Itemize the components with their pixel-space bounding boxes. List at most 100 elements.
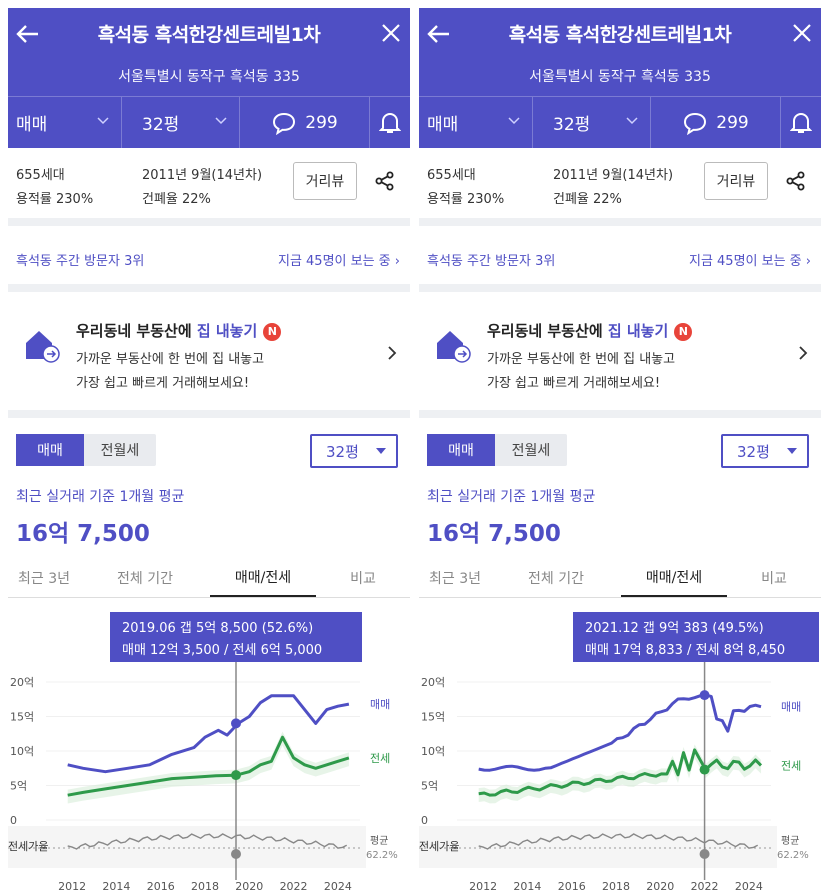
- visitor-rank: 흑석동 주간 방문자 3위: [427, 254, 556, 269]
- ratio-marker: [699, 849, 710, 859]
- y-tick-label: 5억: [421, 780, 438, 793]
- alert-button[interactable]: [370, 97, 410, 148]
- size-label: 32평: [142, 115, 180, 135]
- jeonse-marker: [231, 770, 241, 781]
- promo-title: 우리동네 부동산에 집 내놓기 N: [76, 320, 282, 341]
- jeonse-range-band: [478, 744, 762, 804]
- comment-icon: [273, 112, 296, 135]
- tooltip-line-2: 매매 17억 8,833 / 전세 8억 8,450: [585, 643, 785, 658]
- tab-recent-3y[interactable]: 최근 3년: [18, 570, 70, 587]
- toggle-sale[interactable]: 매매: [16, 434, 84, 466]
- tooltip-box: [110, 612, 362, 662]
- comment-icon: [684, 112, 707, 135]
- listing-promo-banner[interactable]: 우리동네 부동산에 집 내놓기 N 가까운 부동산에 한 번에 집 내놓고 가장 …: [8, 292, 410, 418]
- chevron-right-icon: ›: [394, 254, 400, 269]
- deal-type-toggle: 매매 전월세: [16, 434, 156, 466]
- x-tick-label: 2018: [191, 880, 219, 893]
- size-dropdown-value: 32평: [737, 442, 770, 461]
- households: 655세대: [16, 168, 65, 183]
- bell-icon: [790, 112, 812, 133]
- series-label-sale: 매매: [370, 698, 390, 711]
- chevron-down-icon: [508, 117, 520, 125]
- size-select[interactable]: 32평: [533, 97, 651, 148]
- share-icon[interactable]: [785, 170, 807, 192]
- households: 655세대: [427, 168, 476, 183]
- promo-desc-2: 가장 쉽고 빠르게 거래해보세요!: [76, 376, 250, 391]
- tab-compare[interactable]: 비교: [761, 570, 787, 587]
- series-label-jeonse: 전세: [370, 752, 390, 765]
- road-view-button[interactable]: 거리뷰: [293, 162, 357, 200]
- live-viewers: 지금 45명이 보는 중 ›: [689, 250, 811, 269]
- average-label: 최근 실거래 기준 1개월 평균: [427, 489, 596, 505]
- average-price: 16억 7,500: [16, 521, 150, 547]
- jeonse-range-band: [67, 731, 349, 804]
- ratio-marker: [231, 849, 241, 859]
- chevron-right-icon: [388, 346, 397, 360]
- header-toolbar: 매매 32평 299: [8, 96, 410, 148]
- live-viewers: 지금 45명이 보는 중 ›: [278, 250, 400, 269]
- size-select[interactable]: 32평: [122, 97, 240, 148]
- ratio-avg-label: 평균: [370, 835, 388, 847]
- tooltip-line-1: 2019.06 갭 5억 8,500 (52.6%): [122, 621, 313, 636]
- tab-sale-jeonse[interactable]: 매매/전세: [621, 558, 727, 597]
- y-tick-label: 0: [421, 814, 428, 827]
- ratio-label: 전세가율: [8, 840, 48, 853]
- header-toolbar: 매매 32평 299: [419, 96, 821, 148]
- trade-type-select[interactable]: 매매: [8, 97, 122, 148]
- x-tick-label: 2016: [147, 880, 175, 893]
- toggle-rent[interactable]: 전월세: [100, 443, 140, 459]
- size-label: 32평: [553, 115, 591, 135]
- x-tick-label: 2012: [469, 880, 497, 893]
- x-tick-label: 2018: [602, 880, 630, 893]
- tab-sale-jeonse[interactable]: 매매/전세: [210, 558, 316, 597]
- close-icon[interactable]: [789, 20, 815, 46]
- app-header: 흑석동 흑석한강센트레빌1차 서울특별시 동작구 흑석동 335 매매 32평 …: [419, 8, 821, 148]
- trade-type-label: 매매: [427, 115, 459, 135]
- deal-type-toggle: 매매 전월세: [427, 434, 567, 466]
- tab-compare[interactable]: 비교: [350, 570, 376, 587]
- price-chart[interactable]: 20억 15억 10억 5억 0 2012 2014 2016 2018 2020 2022 2024…: [419, 608, 821, 896]
- visitor-bar[interactable]: 흑석동 주간 방문자 3위 지금 45명이 보는 중 ›: [419, 226, 821, 292]
- comment-count: 299: [716, 112, 749, 133]
- series-label-jeonse: 전세: [781, 759, 801, 772]
- y-tick-label: 20억: [10, 676, 34, 689]
- road-view-button[interactable]: 거리뷰: [704, 162, 768, 200]
- back-arrow-icon[interactable]: [425, 20, 453, 48]
- toggle-rent[interactable]: 전월세: [511, 443, 551, 459]
- back-arrow-icon[interactable]: [14, 20, 42, 48]
- y-tick-label: 15억: [10, 711, 34, 724]
- x-tick-label: 2020: [646, 880, 674, 893]
- sale-marker: [231, 718, 241, 729]
- close-icon[interactable]: [378, 20, 404, 46]
- size-dropdown[interactable]: 32평: [721, 434, 809, 468]
- promo-desc-1: 가까운 부동산에 한 번에 집 내놓고: [487, 352, 676, 367]
- toggle-sale[interactable]: 매매: [427, 434, 495, 466]
- comments-button[interactable]: 299: [651, 97, 781, 148]
- price-section: 매매 전월세 32평 최근 실거래 기준 1개월 평균 16억 7,500 최근…: [8, 418, 410, 598]
- share-icon[interactable]: [374, 170, 396, 192]
- tab-all-period[interactable]: 전체 기간: [117, 570, 173, 587]
- series-label-sale: 매매: [781, 701, 801, 714]
- complex-info: 655세대 용적률 230% 2011년 9월(14년차) 건폐율 22% 거리…: [8, 148, 410, 226]
- floor-area-ratio: 용적률 230%: [16, 192, 94, 207]
- trade-type-select[interactable]: 매매: [419, 97, 533, 148]
- visitor-bar[interactable]: 흑석동 주간 방문자 3위 지금 45명이 보는 중 ›: [8, 226, 410, 292]
- chart-tabs: 최근 3년 전체 기간 매매/전세 비교: [8, 558, 410, 598]
- promo-title: 우리동네 부동산에 집 내놓기 N: [487, 320, 693, 341]
- chevron-right-icon: ›: [805, 254, 811, 269]
- size-dropdown[interactable]: 32평: [310, 434, 398, 468]
- screen-right: 흑석동 흑석한강센트레빌1차 서울특별시 동작구 흑석동 335 매매 32평 …: [419, 8, 821, 896]
- average-price: 16억 7,500: [427, 521, 561, 547]
- price-chart[interactable]: 20억 15억 10억 5억 0 2012 2014 2016 2018 2020 2022 2024…: [8, 608, 410, 896]
- y-tick-label: 10억: [421, 745, 445, 758]
- live-viewers-text: 지금 45명이 보는 중: [277, 254, 391, 269]
- tab-all-period[interactable]: 전체 기간: [528, 570, 584, 587]
- listing-promo-banner[interactable]: 우리동네 부동산에 집 내놓기 N 가까운 부동산에 한 번에 집 내놓고 가장 …: [419, 292, 821, 418]
- y-tick-label: 15억: [421, 711, 445, 724]
- tab-recent-3y[interactable]: 최근 3년: [429, 570, 481, 587]
- x-tick-label: 2016: [558, 880, 586, 893]
- alert-button[interactable]: [781, 97, 821, 148]
- comments-button[interactable]: 299: [240, 97, 370, 148]
- average-label: 최근 실거래 기준 1개월 평균: [16, 489, 185, 505]
- jeonse-marker: [699, 764, 710, 775]
